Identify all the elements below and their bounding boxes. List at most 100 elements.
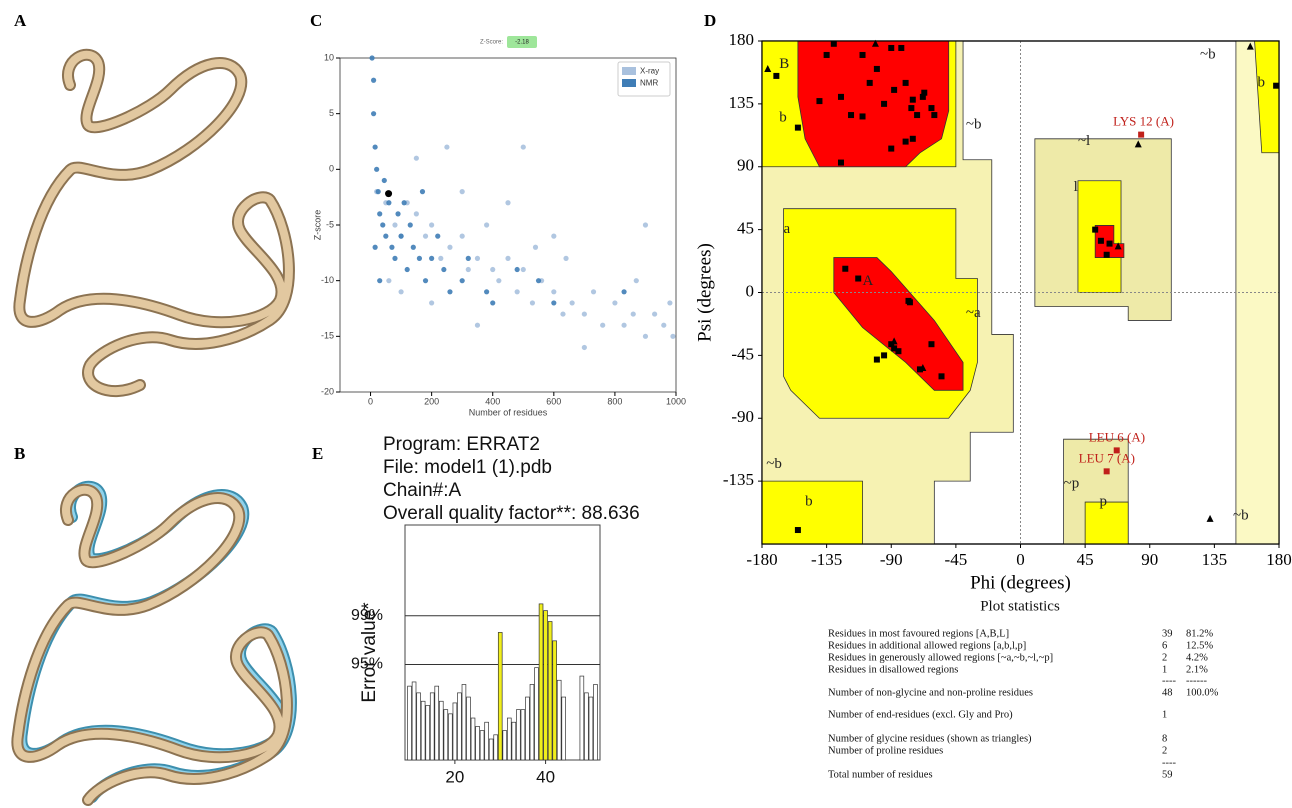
row-label: Number of glycine residues (shown as tri…: [828, 733, 1032, 744]
point: [386, 278, 392, 284]
point: [1114, 242, 1122, 250]
bar: [534, 667, 539, 761]
bar: [543, 610, 548, 761]
region-label: a: [784, 221, 791, 237]
region-label: A: [863, 273, 874, 289]
bar: [457, 692, 462, 761]
point: [670, 333, 676, 339]
point: [465, 266, 471, 273]
region: [797, 40, 950, 168]
region-label: ~b: [1200, 46, 1216, 62]
point: [429, 222, 435, 228]
row-label: Residues in disallowed regions: [828, 664, 958, 675]
point: [505, 255, 511, 261]
point: [404, 266, 410, 273]
region-label: b: [779, 109, 787, 125]
row-count: 59: [1162, 769, 1173, 780]
bar: [420, 700, 426, 761]
y-tick-label: 5: [329, 108, 334, 118]
highlight-point: [385, 190, 393, 198]
x-tick-label: 20: [445, 767, 464, 786]
point: [621, 322, 627, 328]
region-label: b: [1257, 74, 1265, 90]
row-count: 39: [1162, 628, 1173, 639]
point: [551, 289, 557, 295]
point: [441, 266, 447, 273]
point: [895, 348, 902, 355]
point: [581, 311, 587, 317]
legend-swatch: [622, 67, 636, 75]
bar: [529, 684, 535, 761]
legend-swatch: [622, 79, 636, 87]
point: [374, 166, 380, 172]
y-tick-label: -90: [731, 407, 754, 426]
point: [919, 93, 926, 100]
point: [429, 300, 435, 306]
point: [395, 211, 401, 217]
bar: [488, 738, 494, 761]
region-label: ~b: [1233, 507, 1249, 523]
point: [873, 356, 880, 363]
bar: [448, 713, 453, 761]
x-tick-label: 200: [424, 396, 439, 406]
point: [873, 65, 880, 72]
point: [484, 222, 490, 228]
point: [898, 44, 905, 51]
point: [490, 300, 496, 306]
y-tick-label: 90: [737, 156, 754, 175]
point: [909, 135, 916, 142]
row-count: ----: [1162, 675, 1176, 686]
point: [794, 124, 801, 131]
bar: [497, 632, 503, 761]
point: [652, 311, 658, 317]
point: [505, 200, 511, 206]
panel-label: A: [14, 11, 27, 30]
panel-label: D: [704, 11, 716, 30]
point-label: LEU 7 (A): [1079, 450, 1135, 465]
x-tick-label: 1000: [666, 396, 686, 406]
point: [372, 144, 378, 150]
y-tick-label: -45: [731, 344, 754, 363]
x-tick-label: 600: [546, 396, 561, 406]
point: [520, 144, 526, 150]
point: [447, 244, 453, 250]
row-label: Number of end-residues (excl. Gly and Pr…: [828, 709, 1013, 720]
y-tick-label: -5: [326, 219, 334, 229]
row-label: Residues in generously allowed regions […: [828, 652, 1053, 663]
point: [823, 51, 830, 58]
point: [484, 289, 490, 295]
row-label: Total number of residues: [828, 769, 933, 780]
point: [866, 79, 873, 86]
plot-area: [339, 57, 677, 393]
y-tick-label: -135: [723, 470, 754, 489]
point: [921, 89, 928, 96]
point: [928, 341, 935, 348]
bar: [479, 730, 485, 761]
score-badge: [507, 36, 537, 48]
point: [1092, 226, 1099, 233]
point: [372, 244, 378, 250]
point: [881, 100, 888, 107]
point: [590, 289, 597, 295]
point: [496, 278, 502, 284]
region-label: ~p: [1064, 475, 1080, 491]
row-count: ----: [1162, 757, 1176, 768]
point: [581, 344, 587, 351]
bar: [439, 700, 444, 761]
bar: [493, 734, 498, 761]
info-line: File: model1 (1).pdb: [383, 457, 552, 478]
bar: [516, 709, 521, 761]
point: [931, 112, 938, 119]
point: [474, 255, 481, 261]
point: [490, 266, 496, 273]
point: [401, 200, 407, 206]
point: [422, 278, 429, 284]
x-tick-label: 0: [1016, 550, 1025, 569]
y-tick-label: 45: [737, 219, 754, 238]
y-tick-label: -20: [321, 386, 334, 396]
row-percent: 4.2%: [1186, 652, 1208, 663]
x-tick-label: 180: [1266, 550, 1292, 569]
structure-b: [11, 480, 297, 806]
